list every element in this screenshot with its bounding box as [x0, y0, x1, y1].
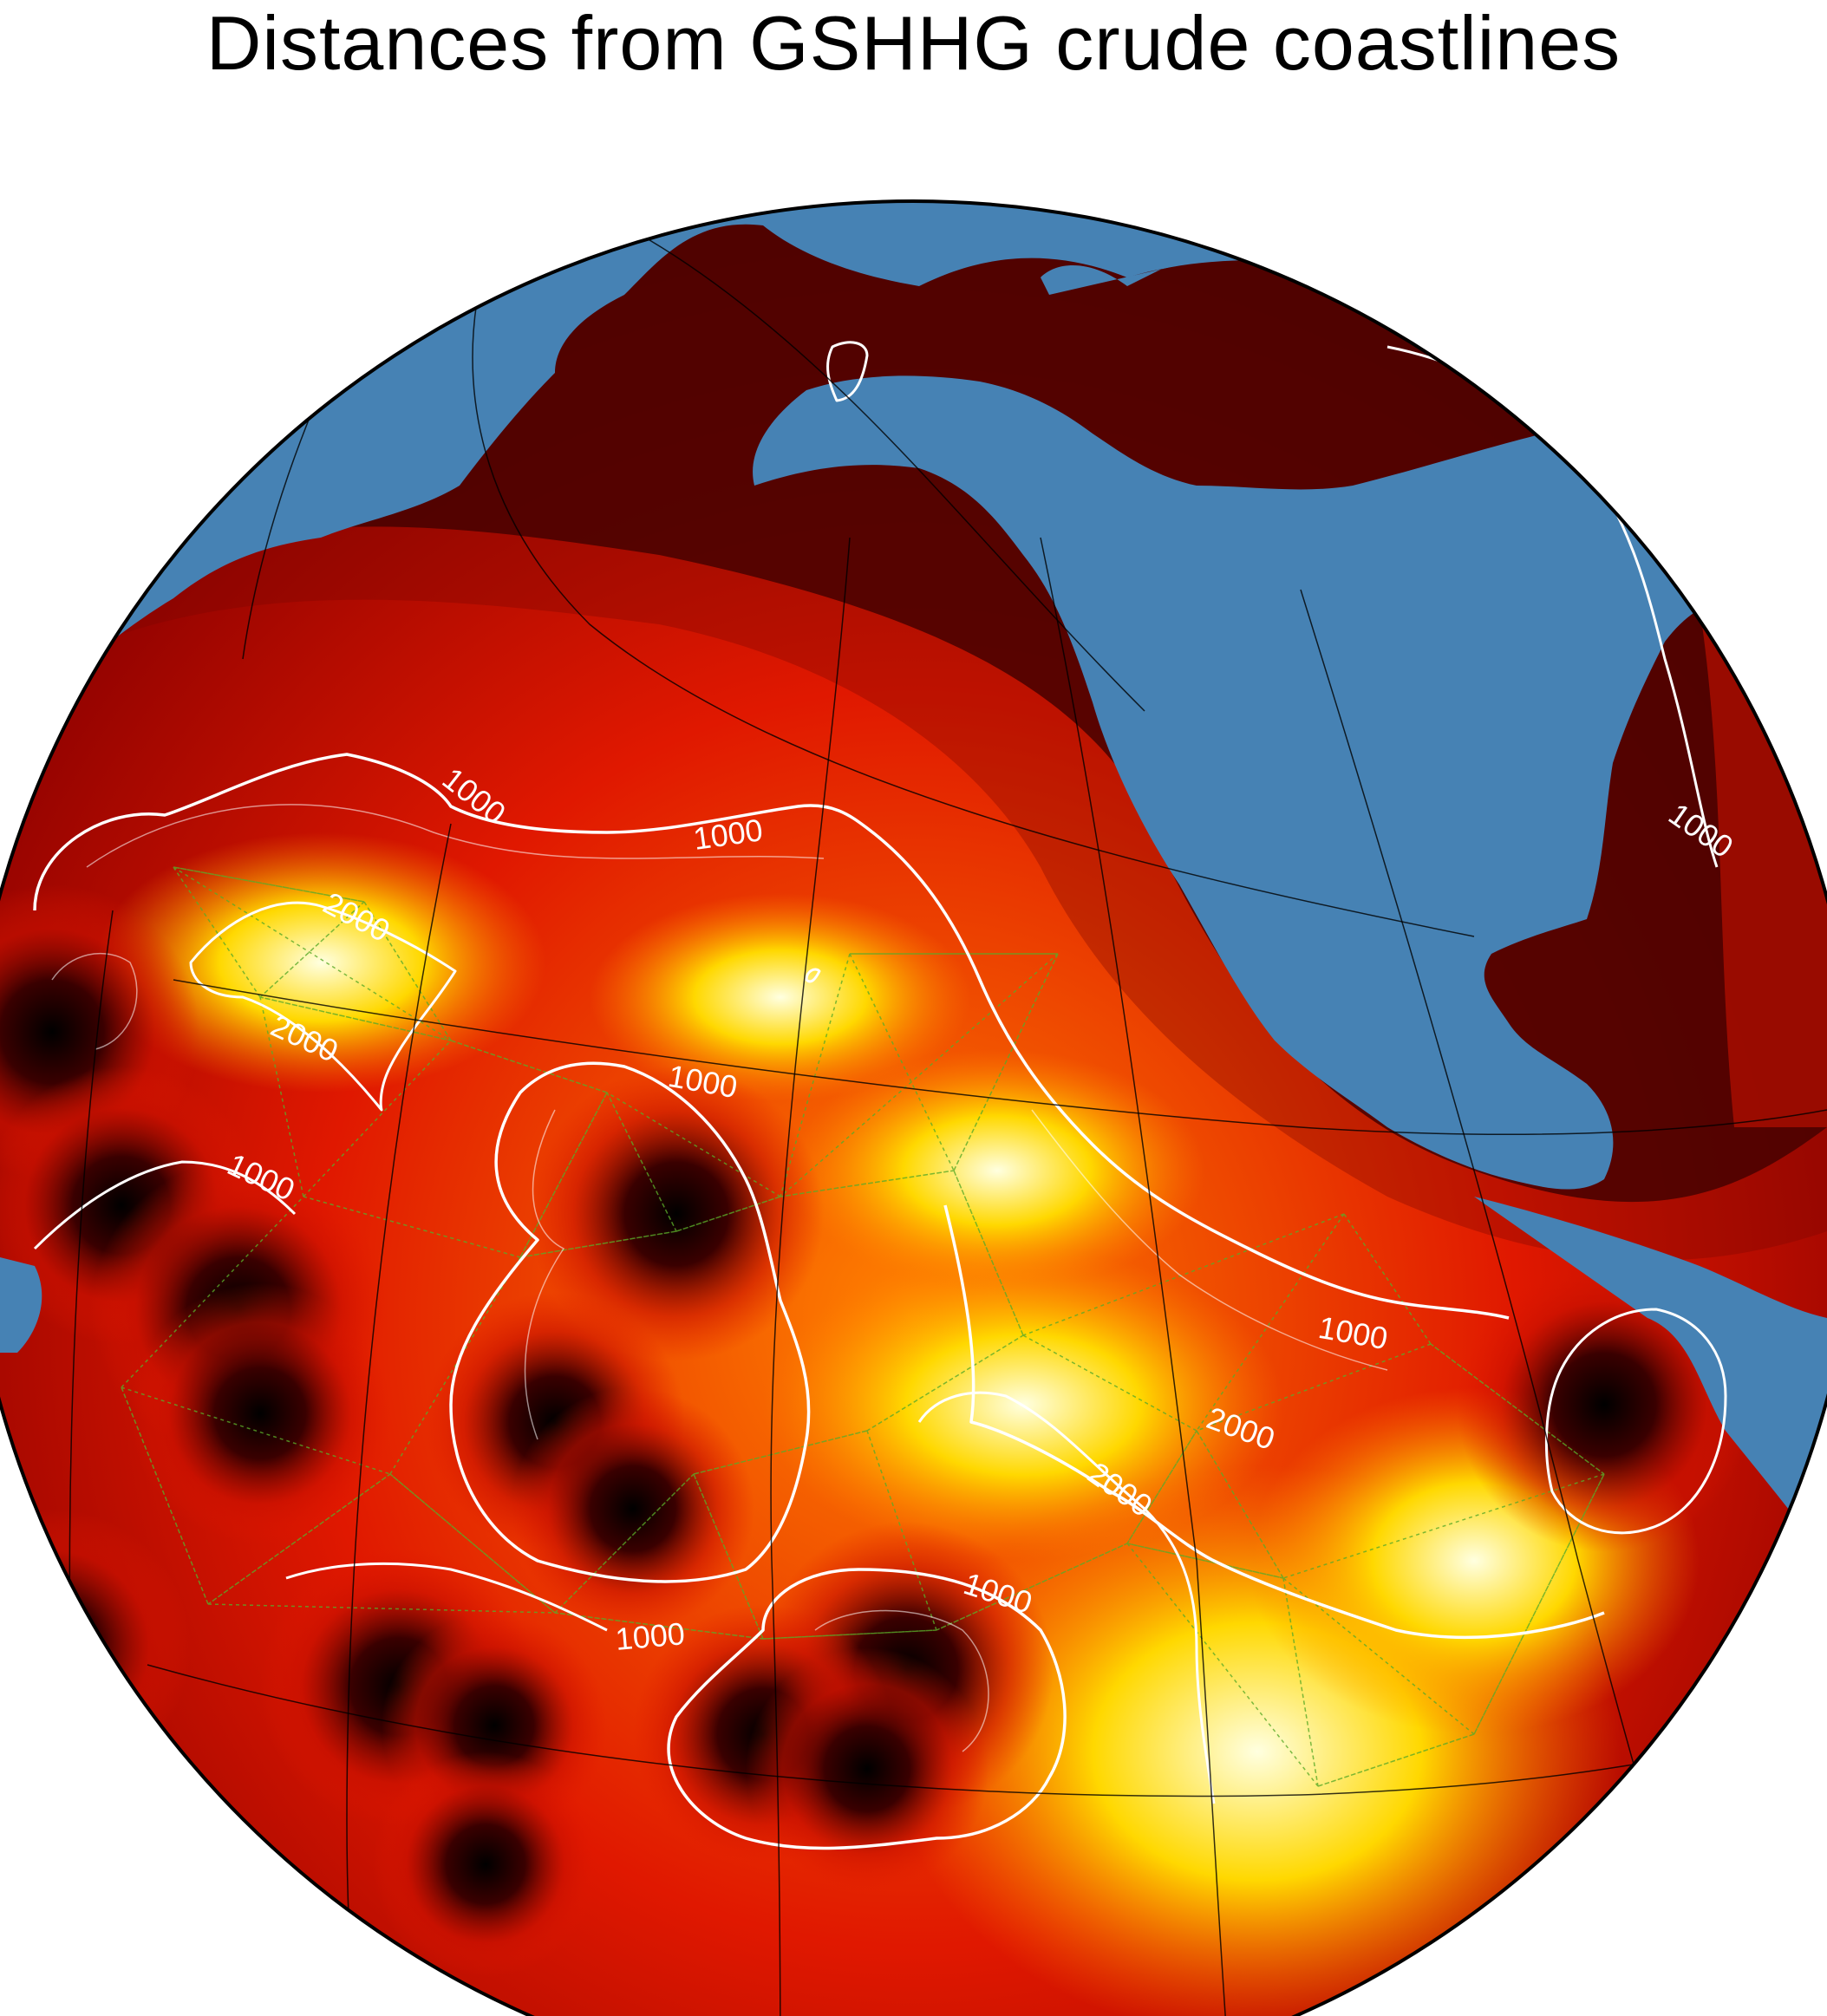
map-title: Distances from GSHHG crude coastlines — [206, 0, 1621, 86]
contour-minor — [51, 952, 138, 1050]
triangulation-network — [121, 866, 1605, 1787]
contour-1000-polynesia — [667, 1568, 1067, 1850]
contour-1000-galapagos — [1544, 1308, 1727, 1535]
contour-1000-north — [33, 753, 1510, 1320]
high-distance-zone — [590, 893, 971, 1101]
contour-greenland-loop — [826, 341, 869, 402]
island-distance-minimum — [373, 1752, 598, 1977]
contour-1000-west — [33, 1160, 297, 1250]
contour-minor — [524, 1109, 565, 1440]
island-distance-minimum — [529, 1067, 824, 1361]
island-distance-minimum — [130, 1283, 390, 1543]
contour-1000-kiribati — [449, 1061, 811, 1583]
graticule-line — [1040, 537, 1232, 2016]
graticule-line — [173, 979, 1827, 1136]
contour-minor — [86, 804, 825, 868]
contour-small-loop — [805, 968, 821, 983]
contour-minor — [814, 1609, 989, 1752]
contour-2000-central — [943, 1204, 1605, 1640]
graticule-line — [606, 216, 1145, 712]
contour-label-1000: 1000 — [614, 1615, 686, 1657]
distance-contours — [33, 341, 1727, 1850]
triangulation-edges — [121, 866, 1605, 1787]
globe-outline — [0, 199, 1827, 2016]
contour-2000-west — [189, 901, 457, 1112]
island-distance-minimum — [512, 1387, 754, 1630]
contour-minor — [1031, 1109, 1388, 1371]
caribbean-gulf — [1474, 1197, 1827, 1561]
contour-1000-southwest — [285, 1562, 608, 1632]
high-distance-zone — [95, 832, 546, 1093]
west-edge-sea — [0, 1257, 42, 1353]
island-distance-minimum — [746, 1647, 989, 1890]
contour-2000-east — [917, 1391, 1216, 1804]
graticule-line — [770, 537, 851, 2016]
north-america-ocean-gap — [753, 375, 1827, 1190]
graticule-line — [472, 259, 1475, 937]
